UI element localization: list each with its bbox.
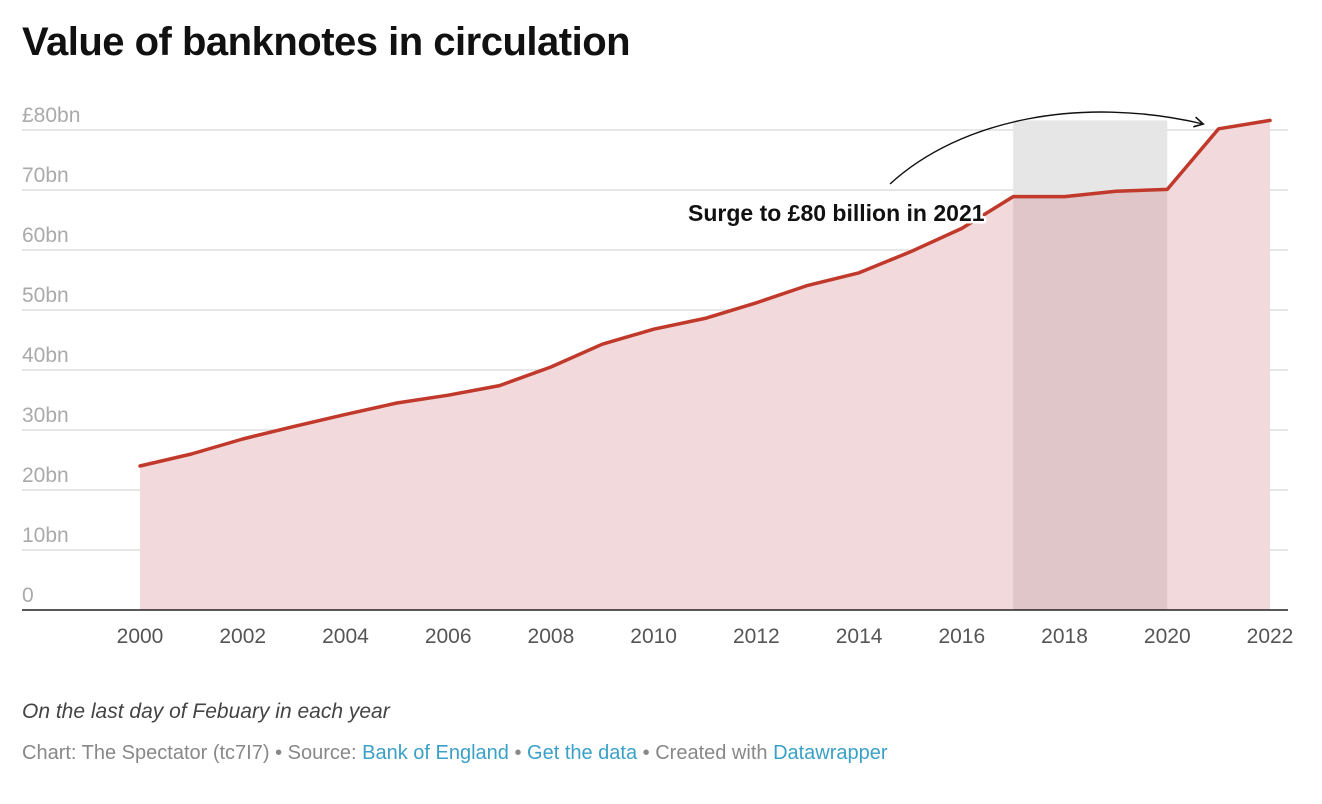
x-tick-label: 2022 [1247,625,1294,648]
datawrapper-link[interactable]: Datawrapper [773,742,888,764]
y-tick-label: 70bn [22,164,69,187]
chart-note: On the last day of Febuary in each year [22,700,390,723]
x-tick-label: 2020 [1144,625,1191,648]
footer-credit: Chart: The Spectator (tc7I7) • Source: [22,742,363,764]
x-tick-label: 2008 [528,625,575,648]
get-data-link[interactable]: Get the data [527,742,638,764]
chart-footer: Chart: The Spectator (tc7I7) • Source: B… [22,742,888,765]
y-tick-label: 50bn [22,284,69,307]
x-axis-tick-labels: 2000 2002 2004 2006 2008 2010 2012 2014 2016 2018… [117,625,1294,648]
annotation-arrow [889,111,1205,185]
x-tick-label: 2002 [219,625,266,648]
annotation: Surge to £80 billion in 2021 [686,111,1205,229]
y-tick-label: 60bn [22,224,69,247]
annotation-label: Surge to £80 billion in 2021 [688,200,985,226]
x-tick-label: 2016 [938,625,985,648]
x-tick-label: 2012 [733,625,780,648]
y-tick-label: 0 [22,584,34,607]
y-axis-tick-labels: 0 10bn 20bn 30bn 40bn 50bn 60bn 70bn £80bn [22,104,80,607]
x-tick-label: 2000 [117,625,164,648]
y-tick-label: 30bn [22,404,69,427]
y-tick-label: 20bn [22,464,69,487]
area-layer [140,120,1270,611]
footer-created-with: • Created with [637,742,774,764]
x-tick-label: 2018 [1041,625,1088,648]
line-layer [138,118,1272,468]
y-tick-label: £80bn [22,104,80,127]
footer-separator: • [508,742,528,764]
x-tick-label: 2014 [836,625,883,648]
y-tick-label: 40bn [22,344,69,367]
y-tick-label: 10bn [22,524,69,547]
x-tick-label: 2010 [630,625,677,648]
x-tick-label: 2006 [425,625,472,648]
x-tick-label: 2004 [322,625,369,648]
highlight-overlap [1013,189,1168,610]
area-fill [140,120,1270,611]
chart-title: Value of banknotes in circulation [22,20,631,64]
source-link[interactable]: Bank of England [362,742,509,764]
